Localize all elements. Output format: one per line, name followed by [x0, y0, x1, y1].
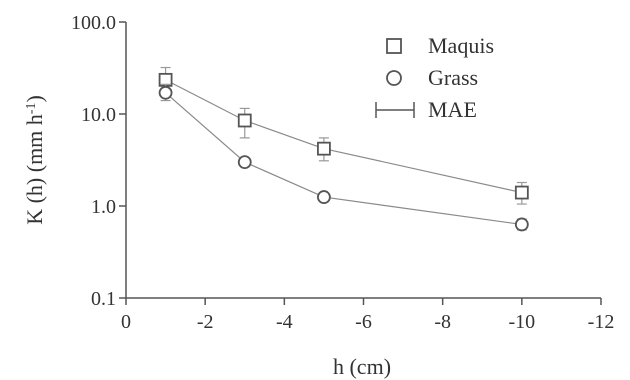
x-tick-label: -8	[434, 311, 451, 333]
x-tick-label: -10	[508, 311, 535, 333]
legend-square-marker	[386, 38, 402, 54]
series-line-grass	[165, 92, 522, 226]
data-point-grass	[237, 155, 252, 170]
series-layer	[158, 66, 529, 232]
series-maquis	[158, 66, 529, 205]
x-tick-label: -12	[588, 311, 615, 333]
legend-label-mae: MAE	[428, 97, 477, 122]
y-tick-label: 10.0	[81, 104, 116, 126]
y-tick-label: 100.0	[71, 12, 116, 34]
legend: Maquis Grass MAE	[375, 33, 494, 122]
x-tick-label: 0	[121, 311, 131, 333]
series-grass	[158, 83, 529, 232]
data-point-grass	[317, 190, 331, 204]
legend-label-maquis: Maquis	[428, 33, 494, 58]
data-point-maquis	[317, 141, 331, 156]
y-tick-label: 1.0	[91, 196, 116, 218]
data-point-grass	[514, 217, 529, 232]
tick-labels: 0.1 1.0 10.0 100.0 0 -2 -4 -6 -8 -10 -12	[71, 12, 614, 333]
data-point-maquis	[237, 113, 252, 128]
series-line-maquis	[165, 79, 522, 194]
legend-label-grass: Grass	[428, 65, 478, 90]
data-point-maquis	[514, 185, 529, 200]
y-axis-label-superscript: -1	[24, 103, 39, 115]
data-point-grass	[158, 85, 173, 100]
x-tick-label: -4	[276, 311, 293, 333]
legend-circle-marker	[386, 70, 402, 86]
x-tick-label: -6	[355, 311, 372, 333]
y-axis-label-main: K (h) (mm h	[22, 114, 47, 225]
x-axis-label: h (cm)	[333, 354, 391, 379]
x-tick-label: -2	[197, 311, 214, 333]
axes	[119, 21, 602, 305]
y-axis-label-close: )	[22, 95, 47, 102]
y-axis-label: K (h) (mm h-1)	[22, 95, 47, 225]
y-tick-label: 0.1	[91, 288, 116, 310]
